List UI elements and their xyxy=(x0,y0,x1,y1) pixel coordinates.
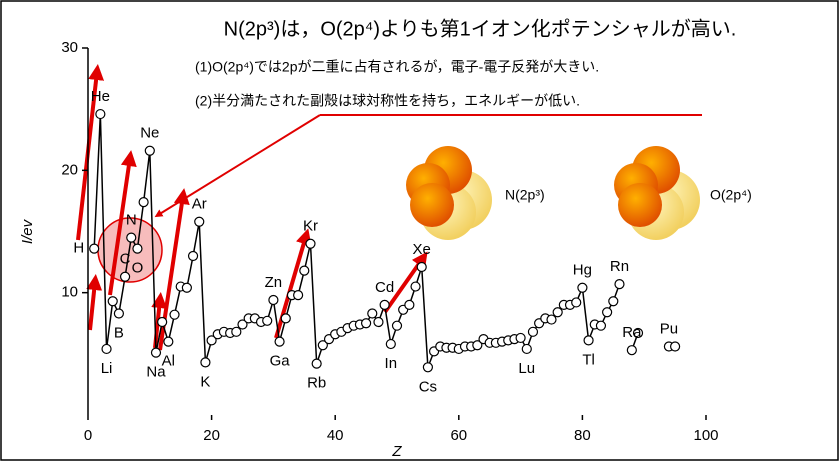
element-label: Zn xyxy=(265,274,283,291)
x-axis-label: Z xyxy=(391,443,402,460)
element-label: N xyxy=(126,212,137,229)
point xyxy=(411,282,420,291)
element-label: Rn xyxy=(610,258,629,275)
point xyxy=(603,308,612,317)
element-label: B xyxy=(114,324,124,341)
x-tick-label: 100 xyxy=(693,427,718,444)
element-label: O xyxy=(132,260,144,277)
point xyxy=(139,198,148,207)
point xyxy=(133,244,142,253)
element-label: Kr xyxy=(303,218,318,235)
point xyxy=(615,280,624,289)
element-label: Cs xyxy=(419,378,437,395)
element-label: Ra xyxy=(622,324,642,341)
x-tick-label: 60 xyxy=(450,427,467,444)
annotation: (2)半分満たされた副殻は球対称性を持ち，エネルギーが低い. xyxy=(195,93,580,109)
point xyxy=(386,340,395,349)
point xyxy=(609,297,618,306)
point xyxy=(312,359,321,368)
y-axis-label: I/ev xyxy=(19,218,36,244)
point xyxy=(158,318,167,327)
element-label: Lu xyxy=(518,360,535,377)
element-label: In xyxy=(385,355,398,372)
element-label: Ne xyxy=(140,125,159,142)
point xyxy=(108,297,117,306)
y-tick-label: 10 xyxy=(61,284,78,301)
point xyxy=(374,318,383,327)
point xyxy=(578,283,587,292)
atom-o xyxy=(614,146,700,240)
series-line xyxy=(94,114,675,367)
element-label: Rb xyxy=(307,375,326,392)
point xyxy=(269,296,278,305)
point xyxy=(528,327,537,336)
element-label: Xe xyxy=(413,241,431,258)
point xyxy=(596,321,605,330)
point xyxy=(671,342,680,351)
y-tick-label: 20 xyxy=(61,161,78,178)
point xyxy=(393,321,402,330)
point xyxy=(275,337,284,346)
element-label: Tl xyxy=(582,351,595,368)
point xyxy=(572,298,581,307)
element-label: Ga xyxy=(270,353,291,370)
x-tick-label: 0 xyxy=(84,427,92,444)
point xyxy=(547,315,556,324)
point xyxy=(380,300,389,309)
point xyxy=(522,344,531,353)
point xyxy=(96,110,105,119)
point xyxy=(102,344,111,353)
point xyxy=(182,283,191,292)
element-label: Pu xyxy=(660,320,678,337)
point xyxy=(195,217,204,226)
point xyxy=(300,266,309,275)
element-label: Hg xyxy=(573,262,592,279)
point xyxy=(423,363,432,372)
point xyxy=(232,327,241,336)
point xyxy=(306,239,315,248)
x-tick-label: 80 xyxy=(574,427,591,444)
atom-n xyxy=(406,146,492,240)
element-label: Cd xyxy=(375,279,394,296)
chart: N(2p³)は，O(2p⁴)よりも第1イオン化ポテンシャルが高い. (1)O(2… xyxy=(0,0,839,461)
point xyxy=(627,346,636,355)
point xyxy=(368,309,377,318)
orbital-label: O(2p⁴) xyxy=(710,187,752,203)
point xyxy=(417,262,426,271)
annotation: (1)O(2p⁴)では2pが二重に占有されるが，電子-電子反発が大きい. xyxy=(195,59,599,75)
point xyxy=(516,333,525,342)
point xyxy=(281,314,290,323)
element-label: H xyxy=(73,240,84,257)
point xyxy=(362,319,371,328)
point xyxy=(405,300,414,309)
chart-title: N(2p³)は，O(2p⁴)よりも第1イオン化ポテンシャルが高い. xyxy=(224,17,737,40)
element-label: He xyxy=(91,88,110,105)
point xyxy=(584,336,593,345)
point xyxy=(114,309,123,318)
point xyxy=(553,308,562,317)
point xyxy=(164,337,173,346)
x-tick-label: 40 xyxy=(327,427,344,444)
point xyxy=(145,146,154,155)
element-label: Li xyxy=(101,360,113,377)
point xyxy=(170,310,179,319)
point xyxy=(189,251,198,260)
orbital-label: N(2p³) xyxy=(505,187,545,203)
point xyxy=(127,233,136,242)
point xyxy=(151,348,160,357)
point xyxy=(90,244,99,253)
point xyxy=(294,291,303,300)
x-tick-label: 20 xyxy=(203,427,220,444)
element-label: C xyxy=(120,251,131,268)
point xyxy=(121,272,130,281)
point xyxy=(263,316,272,325)
y-tick-label: 30 xyxy=(61,39,78,56)
element-label: K xyxy=(200,373,210,390)
point xyxy=(201,358,210,367)
element-label: Al xyxy=(162,353,175,370)
element-label: Ar xyxy=(192,196,207,213)
page: N(2p³)は，O(2p⁴)よりも第1イオン化ポテンシャルが高い. (1)O(2… xyxy=(0,0,839,461)
